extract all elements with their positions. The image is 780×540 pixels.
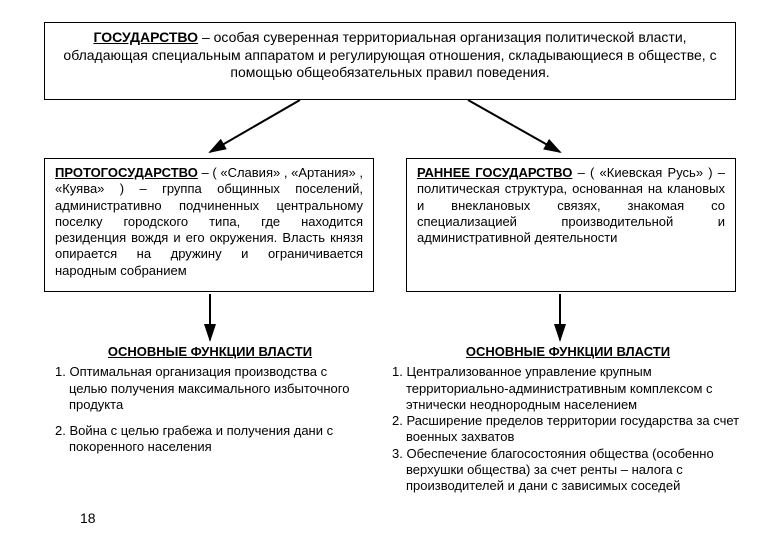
- arrow: [468, 100, 560, 152]
- early-state-box: РАННЕЕ ГОСУДАРСТВО – ( «Киевская Русь» )…: [406, 158, 736, 292]
- right-functions-title: ОСНОВНЫЕ ФУНКЦИИ ВЛАСТИ: [392, 344, 744, 360]
- proto-state-box: ПРОТОГОСУДАРСТВО – ( «Славия» , «Артания…: [44, 158, 374, 292]
- state-definition-box: ГОСУДАРСТВО – особая суверенная территор…: [44, 22, 736, 100]
- list-item: 3. Обеспечение благосостояния общества (…: [392, 446, 744, 495]
- arrow: [210, 100, 300, 152]
- left-functions-items: 1. Оптимальная организация производства …: [55, 364, 365, 455]
- right-functions-items: 1. Централизованное управление крупным т…: [392, 364, 744, 494]
- left-functions-title: ОСНОВНЫЕ ФУНКЦИИ ВЛАСТИ: [55, 344, 365, 360]
- state-term: ГОСУДАРСТВО: [93, 29, 198, 45]
- proto-state-def: – ( «Славия» , «Артания» , «Куява» ) – г…: [55, 165, 363, 278]
- proto-state-term: ПРОТОГОСУДАРСТВО: [55, 165, 198, 180]
- page-number: 18: [80, 510, 96, 526]
- list-item: 2. Война с целью грабежа и получения дан…: [55, 423, 365, 456]
- list-item: 1. Оптимальная организация производства …: [55, 364, 365, 413]
- right-functions-block: ОСНОВНЫЕ ФУНКЦИИ ВЛАСТИ 1. Централизован…: [392, 344, 744, 494]
- left-functions-block: ОСНОВНЫЕ ФУНКЦИИ ВЛАСТИ 1. Оптимальная о…: [55, 344, 365, 466]
- list-item: 2. Расширение пределов территории госуда…: [392, 413, 744, 446]
- list-item: 1. Централизованное управление крупным т…: [392, 364, 744, 413]
- early-state-term: РАННЕЕ ГОСУДАРСТВО: [417, 165, 572, 180]
